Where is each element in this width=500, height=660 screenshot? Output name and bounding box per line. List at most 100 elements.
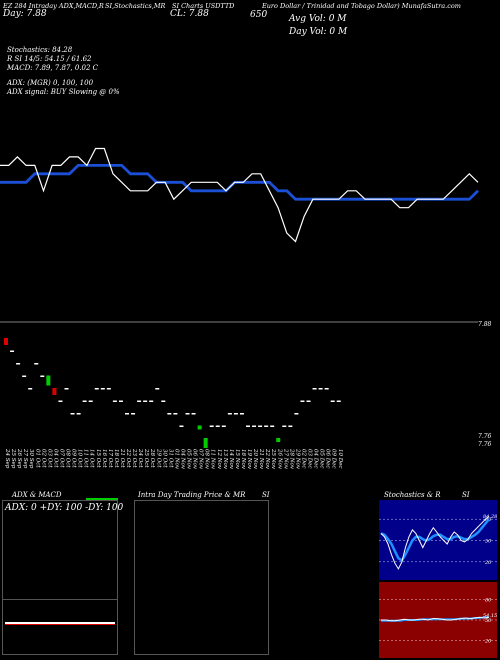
price-line [0, 147, 479, 243]
date-tick-label: 24 Oct [137, 448, 143, 468]
volume-mark [88, 400, 93, 402]
rsi-group: 80 50 20 54.15 [379, 598, 497, 644]
date-tick-label: 07 Nov [198, 449, 204, 470]
volume-mark [46, 375, 51, 386]
volume-mark [167, 413, 172, 415]
date-tick-label: 06 Dec [325, 449, 331, 469]
stoch-last-label: 84.28 [483, 514, 497, 520]
volume-mark [52, 388, 57, 395]
rsi-tick-label: 80 [485, 598, 492, 604]
date-tick-label: 25 Oct [143, 448, 149, 468]
stoch-d-line [380, 518, 490, 563]
header-currency: SI Charts USDTTD [172, 2, 235, 10]
stoch-k-line [380, 516, 490, 570]
date-tick-label: 29 Oct [155, 448, 161, 468]
date-tick-label: 15 Oct [95, 449, 101, 468]
volume-mark [10, 350, 15, 352]
volume-mark [209, 425, 214, 427]
date-tick-label: 03 Oct [46, 449, 52, 468]
date-tick-label: 04 Nov [179, 449, 185, 470]
volume-mark [233, 413, 238, 415]
intraday-panel-title: Intra Day Trading Price & MR [138, 491, 246, 499]
volume-mark [221, 425, 226, 427]
date-tick-label: 24 Sep [4, 448, 10, 469]
date-tick-label: 08 Oct [65, 449, 71, 468]
volume-mark [252, 425, 257, 427]
rsi-tick-label: 50 [485, 618, 492, 624]
volume-mark [179, 425, 184, 427]
volume-mark [330, 400, 335, 402]
volume-mark [318, 388, 323, 390]
volume-mark [191, 413, 196, 415]
volume-mark [149, 400, 154, 402]
day-label: Day: 7.88 [3, 9, 47, 19]
intraday-panel [134, 500, 269, 655]
stoch-rsi-panels: 80 50 20 84.28 80 50 20 54.15 [379, 500, 497, 658]
date-tick-label: 30 Sep [28, 449, 34, 469]
volume-mark [16, 363, 21, 365]
volume-mark [264, 425, 269, 427]
date-tick-label: 04 Dec [313, 449, 319, 469]
volume-mark [312, 388, 317, 390]
day-vol: Day Vol: 0 M [289, 27, 348, 37]
date-tick-label: 05 Nov [186, 449, 192, 470]
stochastics-value: Stochastics: 84.28 [7, 46, 73, 54]
date-tick-label: 11 Oct [83, 449, 89, 468]
adx-divider [3, 599, 117, 600]
volume-chart-group [4, 338, 341, 448]
volume-mark [143, 400, 148, 402]
date-tick-label: 05 Dec [319, 449, 325, 469]
intraday-panel-si: SI [262, 491, 270, 499]
volume-mark [28, 388, 33, 390]
volume-mark [70, 413, 75, 415]
volume-mark [306, 400, 311, 402]
volume-mark [300, 400, 305, 402]
volume-mark [112, 400, 117, 402]
volume-mark [227, 413, 232, 415]
volume-mark [258, 425, 263, 427]
date-tick-label: 09 Oct [71, 449, 77, 468]
date-tick-label: 23 Oct [131, 448, 137, 468]
stoch-panel-bg [379, 500, 497, 580]
date-tick-label: 27 Sep [22, 448, 28, 469]
price-axis-label: 7.88 [478, 321, 492, 328]
volume-mark [276, 438, 281, 442]
date-tick-label: 11 Nov [210, 449, 216, 470]
volume-mark [34, 363, 39, 365]
date-tick-label: 19 Nov [246, 449, 252, 470]
date-tick-label: 02 Dec [300, 449, 306, 469]
volume-mark [294, 413, 299, 415]
volume-mark [239, 413, 244, 415]
volume-mark [197, 425, 202, 430]
rsi-line [381, 616, 490, 622]
date-tick-label: 12 Nov [216, 449, 222, 470]
date-tick-label: 09 Dec [331, 449, 337, 469]
date-tick-label: 20 Nov [252, 448, 258, 470]
date-tick-label: 26 Sep [16, 448, 22, 469]
header-rsi-stoch: SI,Stochastics,MR [105, 2, 166, 10]
rsi-tick-label: 20 [484, 638, 492, 644]
volume-mark [155, 388, 160, 390]
value-650: 650 [250, 10, 268, 20]
volume-mark [106, 388, 111, 390]
header-title: Euro Dollar / Trinidad and Tobago Dollar… [262, 2, 461, 10]
date-tick-label: 18 Oct [113, 449, 119, 468]
adx-panel: ADX: 0 +DY: 100 -DY: 100 [2, 500, 123, 655]
date-tick-label: 30 Oct [161, 449, 167, 468]
date-tick-label: 10 Dec [337, 449, 343, 469]
date-tick-label: 15 Nov [234, 449, 240, 470]
adx-green-line [86, 498, 118, 500]
date-tick-label: 14 Nov [228, 449, 234, 470]
date-tick-label: 14 Oct [89, 449, 95, 468]
volume-mark [82, 400, 87, 402]
date-tick-label: 18 Nov [240, 449, 246, 470]
date-tick-label: 21 Oct [119, 448, 125, 468]
volume-mark [131, 413, 136, 415]
stoch-panel-si: SI [462, 491, 470, 499]
volume-mark [173, 413, 178, 415]
header-ticker: EZ 284 Intraday ADX,MACD,R [3, 2, 104, 10]
volume-mark [270, 425, 275, 427]
volume-mark [40, 375, 45, 377]
volume-mark [203, 438, 208, 448]
